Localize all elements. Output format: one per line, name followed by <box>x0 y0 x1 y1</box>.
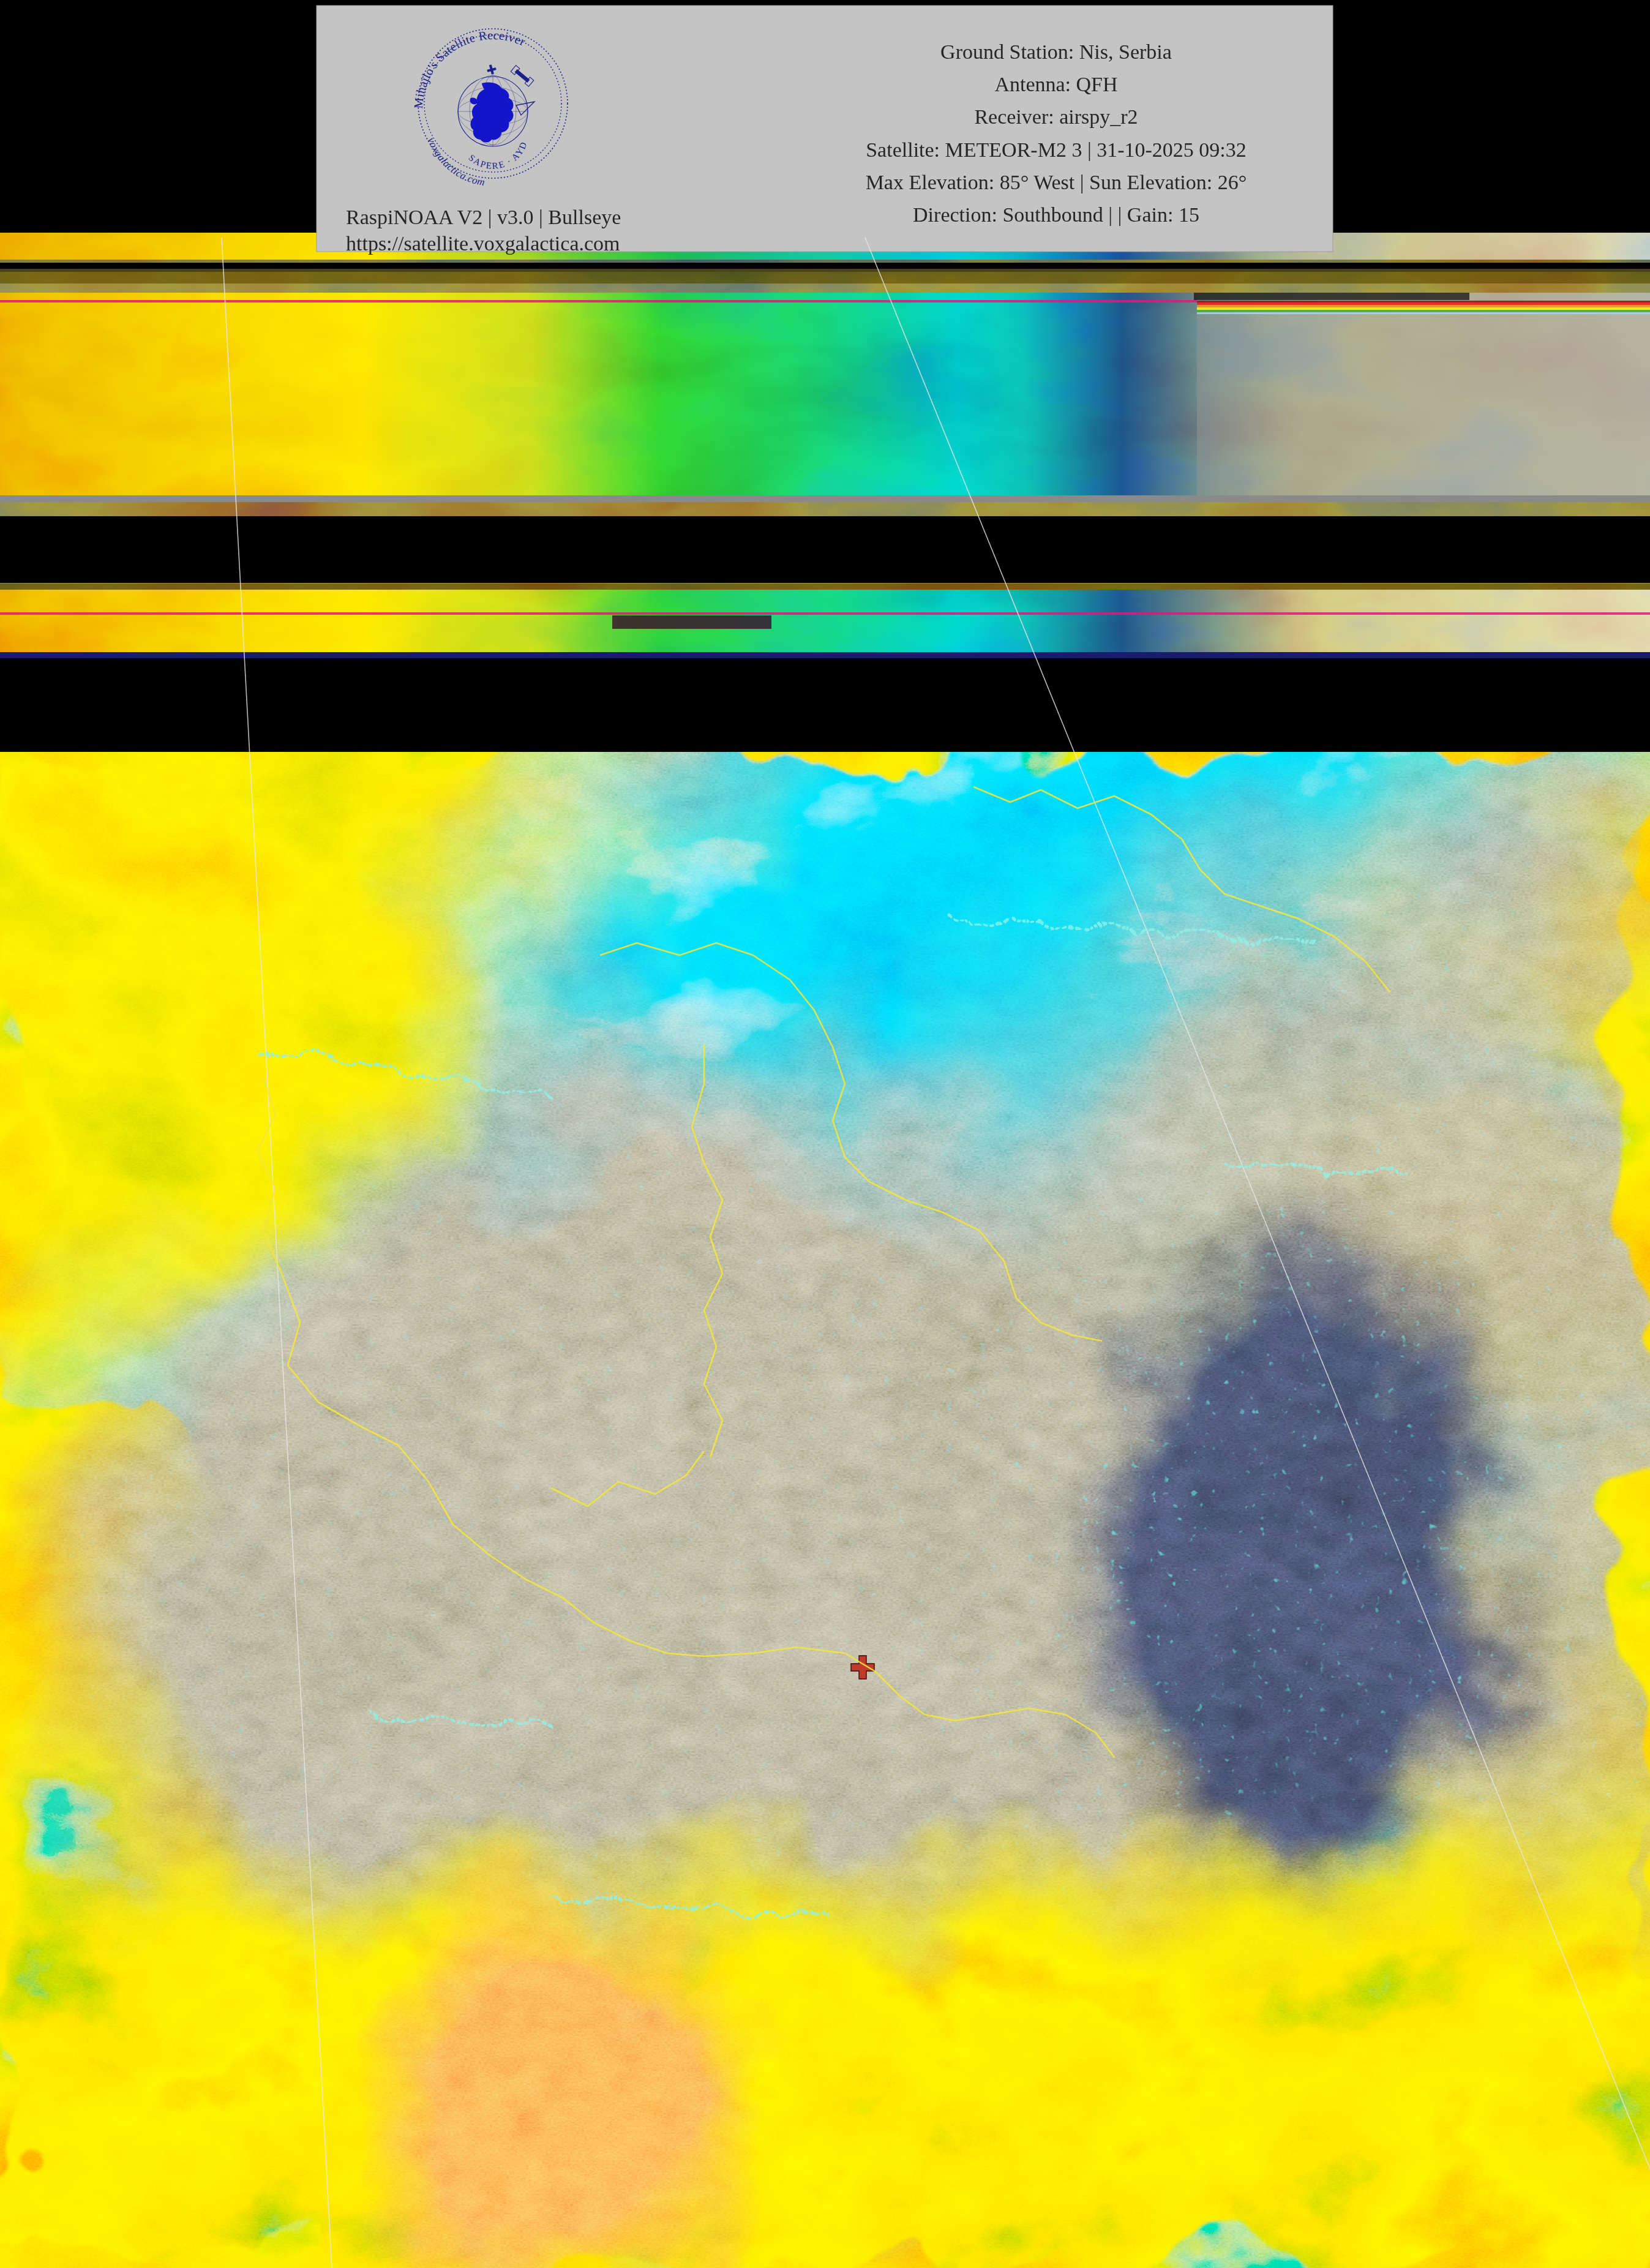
svg-text:Mihajlo's Satellite Receiver: Mihajlo's Satellite Receiver <box>411 28 528 109</box>
